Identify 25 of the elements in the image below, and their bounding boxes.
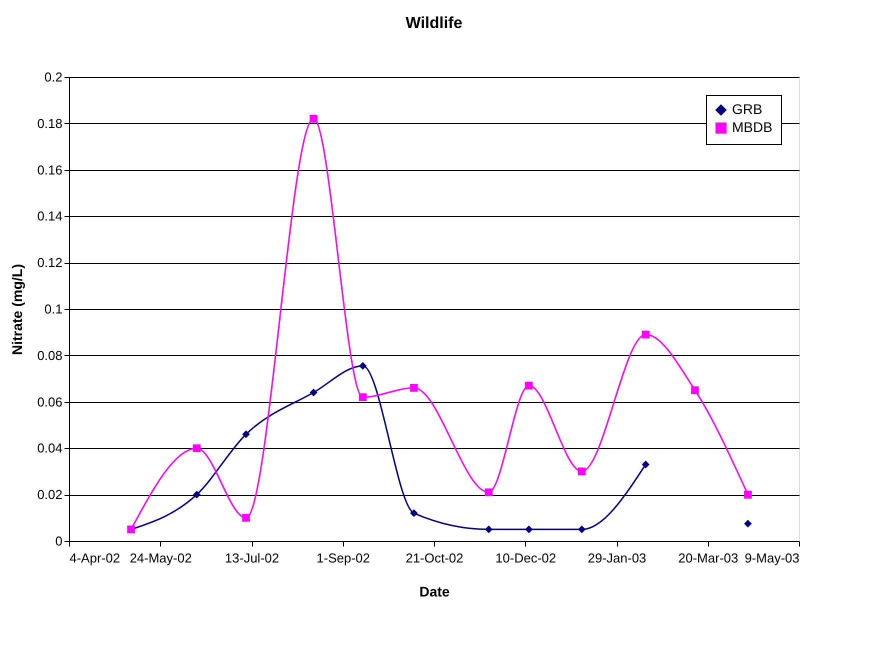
y-tick-label: 0.04: [37, 440, 62, 456]
legend-label: MBDB: [732, 119, 772, 135]
y-tick-label: 0.14: [37, 208, 62, 224]
y-tick-label: 0.16: [37, 162, 62, 178]
y-tick-label: 0.1: [44, 302, 62, 316]
x-tick-label: 29-Jan-03: [588, 550, 646, 566]
x-tick-label: 21-Oct-02: [406, 550, 464, 566]
y-tick-label: 0.08: [37, 348, 62, 363]
y-tick-label: 0.02: [37, 487, 62, 502]
y-tick-label: 0.18: [37, 116, 62, 131]
x-tick-label: 9-May-03: [744, 550, 800, 566]
x-tick-label: 1-Sep-02: [316, 550, 370, 566]
y-tick-label: 0: [55, 534, 62, 548]
y-tick-label: 0.12: [37, 255, 62, 270]
y-tick-label: 0.06: [37, 394, 62, 410]
y-tick-label: 0.2: [44, 70, 62, 84]
chart-title: Wildlife: [406, 15, 462, 32]
x-tick-label: 20-Mar-03: [678, 550, 738, 566]
y-axis-title: Nitrate (mg/L): [9, 264, 26, 355]
legend-label: GRB: [732, 101, 762, 117]
x-tick-label: 4-Apr-02: [70, 550, 120, 566]
x-axis-title: Date: [419, 584, 450, 600]
x-tick-label: 13-Jul-02: [224, 550, 280, 566]
x-tick-label: 24-May-02: [130, 550, 192, 566]
x-tick-label: 10-Dec-02: [495, 550, 556, 566]
